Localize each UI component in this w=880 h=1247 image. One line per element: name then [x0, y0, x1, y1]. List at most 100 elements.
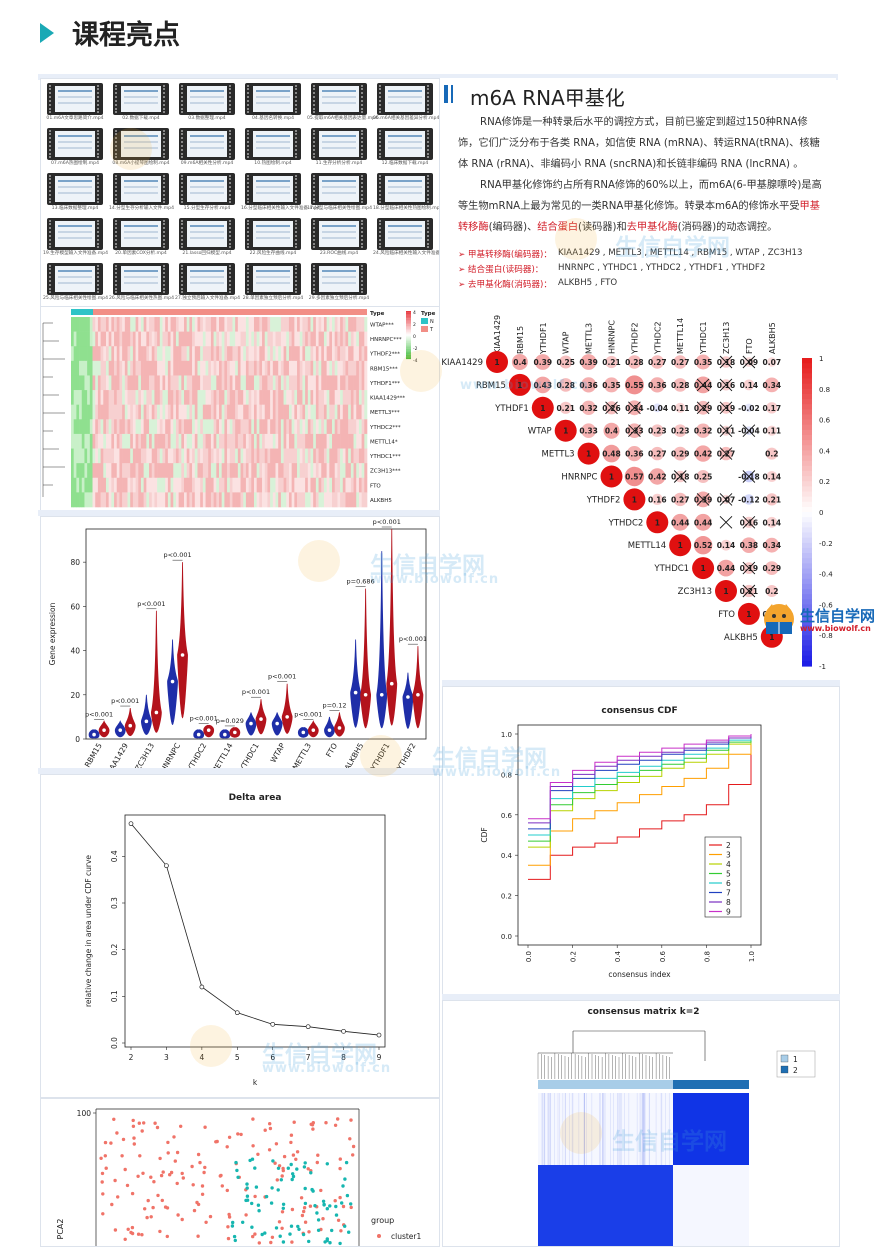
normal-type-bar: [71, 309, 93, 315]
point-cluster2: [316, 1228, 321, 1232]
video-thumbnail[interactable]: [113, 83, 169, 115]
heatmap-cell: [235, 433, 239, 449]
heatmap-cell: [105, 346, 109, 362]
heatmap-cell: [216, 390, 220, 405]
heatmap-cell: [353, 419, 357, 435]
colorbar-step: [802, 573, 812, 580]
heatmap-cell: [310, 375, 314, 391]
video-thumbnail[interactable]: [245, 263, 301, 295]
writer-entry: ➢ 甲基转移酶(编码器)： KIAA1429 , METTL3 , METTL14…: [458, 248, 828, 263]
heatmap-cell: [332, 433, 336, 449]
heatmap-cell: [127, 477, 131, 493]
preview-line: [388, 180, 422, 182]
video-thumbnail[interactable]: [245, 218, 301, 250]
heatmap-cell: [291, 317, 295, 332]
violin-median: [311, 728, 316, 732]
heatmap-cell: [229, 433, 233, 449]
heatmap-cell: [194, 331, 198, 347]
video-thumbnail[interactable]: [113, 263, 169, 295]
colorbar-step: [802, 460, 812, 467]
film-perforation-icon: [427, 220, 433, 248]
heatmap-cell: [278, 375, 282, 391]
video-thumbnail[interactable]: [47, 218, 103, 250]
heatmap-cell: [270, 433, 274, 449]
video-thumbnail[interactable]: [245, 128, 301, 160]
video-thumbnail[interactable]: [311, 173, 367, 205]
film-perforation-icon: [229, 85, 235, 113]
heatmap-cell: [310, 419, 314, 435]
point-cluster1: [280, 1174, 284, 1178]
preview-line: [256, 276, 290, 278]
video-thumbnail[interactable]: [377, 128, 433, 160]
point-cluster1: [253, 1194, 257, 1199]
heatmap-cell: [245, 375, 249, 391]
video-caption: 12.临床数据下载.mp4: [381, 161, 429, 166]
heatmap-cell: [213, 433, 217, 449]
heatmap-cell: [95, 419, 99, 435]
heatmap-cell: [151, 448, 155, 464]
heatmap-cell: [173, 433, 177, 449]
heatmap-cell: [146, 390, 150, 405]
colorbar-step: [802, 388, 812, 395]
video-thumbnail[interactable]: [179, 173, 235, 205]
nonsignificant-cross-icon: [719, 447, 733, 460]
video-thumbnail[interactable]: [113, 128, 169, 160]
heatmap-cell: [283, 492, 287, 508]
video-thumbnail[interactable]: [47, 128, 103, 160]
heatmap-cell: [165, 419, 169, 435]
heatmap-cell: [356, 463, 360, 479]
film-perforation-icon: [163, 175, 169, 203]
video-thumbnail[interactable]: [311, 128, 367, 160]
colorbar-label: 0.6: [819, 417, 831, 425]
heatmap-cell: [353, 375, 357, 391]
video-thumbnail[interactable]: [245, 173, 301, 205]
video-thumbnail[interactable]: [179, 83, 235, 115]
point-cluster2: [254, 1185, 259, 1189]
heatmap-cell: [356, 317, 360, 332]
heatmap-cell: [119, 419, 123, 435]
video-thumbnail[interactable]: [245, 83, 301, 115]
nonsignificant-cross-icon: [605, 401, 618, 415]
video-thumbnail[interactable]: [179, 263, 235, 295]
video-thumbnail[interactable]: [113, 173, 169, 205]
heatmap-cell: [170, 331, 174, 347]
heatmap-cell: [310, 346, 314, 362]
heatmap-cell: [305, 331, 309, 347]
heatmap-cell: [323, 463, 327, 479]
colorbar-step: [406, 343, 411, 345]
video-thumbnail[interactable]: [311, 263, 367, 295]
heatmap-cell: [159, 404, 163, 420]
video-thumbnail[interactable]: [179, 128, 235, 160]
heatmap-cell: [283, 404, 287, 420]
heatmap-cell: [140, 390, 144, 405]
video-thumbnail[interactable]: [377, 83, 433, 115]
heatmap-cell: [253, 477, 257, 493]
video-thumbnail[interactable]: [377, 173, 433, 205]
heatmap-cell: [208, 331, 212, 347]
heatmap-cell: [194, 360, 198, 376]
video-thumbnail[interactable]: [311, 83, 367, 115]
preview-line: [388, 147, 422, 149]
video-thumbnail[interactable]: [47, 83, 103, 115]
heatmap-cell: [116, 448, 120, 464]
correlation-value: 0.28: [625, 358, 644, 367]
video-thumbnail[interactable]: [179, 218, 235, 250]
video-thumbnail[interactable]: [311, 218, 367, 250]
preview-line: [190, 141, 224, 143]
video-thumbnail[interactable]: [47, 173, 103, 205]
p-value-label: p<0.001: [137, 600, 165, 608]
video-thumbnail[interactable]: [113, 218, 169, 250]
video-thumbnail[interactable]: [377, 218, 433, 250]
row-gene-label: METTL14: [628, 541, 667, 551]
colorbar-step: [802, 404, 812, 410]
heatmap-cell: [192, 375, 196, 391]
video-preview: [121, 86, 161, 112]
heatmap-cell: [326, 317, 330, 332]
point-cluster1: [299, 1196, 304, 1200]
point-cluster2: [296, 1224, 300, 1229]
video-thumbnail[interactable]: [47, 263, 103, 295]
heatmap-cell: [288, 448, 292, 464]
video-caption: 23.ROC曲线.mp4: [319, 251, 359, 256]
correlation-value: 0.27: [648, 358, 667, 367]
heatmap-cell: [305, 477, 309, 493]
